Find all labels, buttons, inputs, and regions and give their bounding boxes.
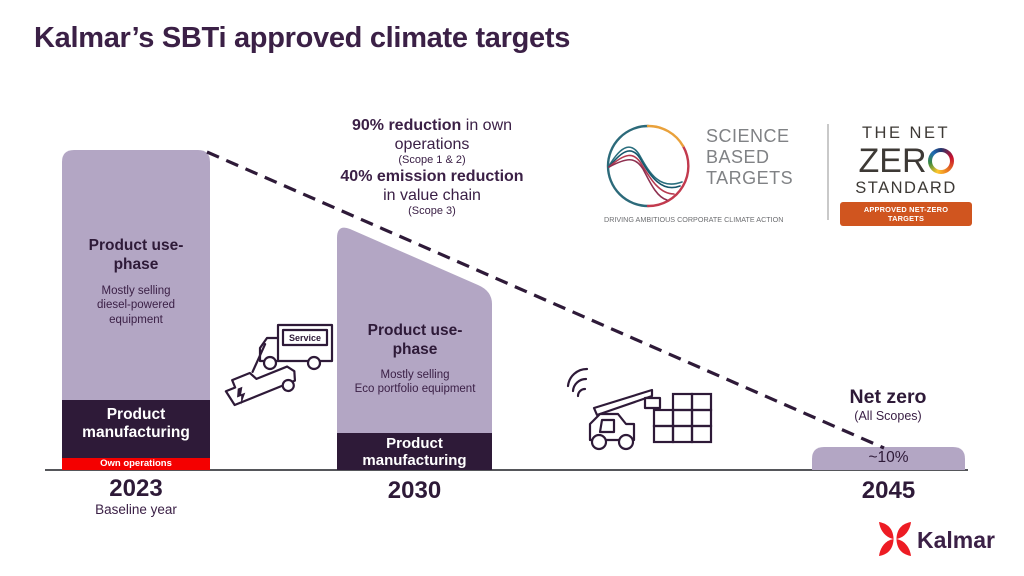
bar-2030-use-phase-title: Product use-phase — [367, 322, 463, 358]
subtitle-line: Mostly selling — [101, 285, 171, 297]
sbt-tagline: DRIVING AMBITIOUS CORPORATE CLIMATE ACTI… — [604, 215, 784, 224]
science-based-targets-logo-icon — [606, 124, 690, 208]
logo-divider — [827, 124, 829, 220]
baseline-year-label: Baseline year — [95, 502, 177, 517]
bar-2030-use-phase — [337, 227, 492, 433]
page-title: Kalmar’s SBTi approved climate targets — [34, 22, 571, 54]
zero-o-ring-icon — [927, 148, 954, 174]
sbt-word-targets: TARGETS — [706, 168, 794, 189]
reach-stacker-icon — [566, 367, 662, 451]
all-scopes-label: (All Scopes) — [854, 409, 922, 423]
net-zero-label: Net zero — [849, 386, 927, 408]
bar-2023-use-phase-subtitle: Mostly selling diesel-powered equipment — [81, 284, 191, 327]
sbt-word-science: SCIENCE — [706, 126, 790, 146]
subtitle-line: diesel-powered — [97, 299, 175, 312]
scope3-note: (Scope 3) — [408, 205, 456, 217]
bar-2023-manufacturing-label: Product manufacturing — [82, 406, 190, 441]
target-scope12-rest: in own — [461, 117, 513, 134]
bar-2023-own-operations — [62, 458, 210, 470]
remaining-percent-label: ~10% — [868, 449, 909, 466]
net-zero-standard-logo: THE NET ZER STANDARD APPROVED NET-ZERO T… — [840, 124, 972, 226]
bar-2023-own-operations-label: Own operations — [100, 458, 172, 469]
service-truck-icon: Service — [258, 323, 334, 371]
bar-2045-remaining — [812, 447, 965, 470]
lightning-bolt-icon — [237, 386, 246, 405]
nz-the-net: THE NET — [861, 124, 951, 142]
nz-standard: STANDARD — [855, 179, 957, 197]
nz-zer-text: ZER — [858, 142, 927, 180]
target-scope12-line2: operations — [394, 136, 470, 153]
subtitle-line: equipment — [109, 313, 163, 326]
bar-2030-manufacturing-label: Product manufacturing — [362, 435, 467, 470]
emission-trend-dashed-line — [206, 150, 885, 450]
bar-2030-manufacturing — [337, 433, 492, 470]
kalmar-logo-icon — [879, 522, 911, 556]
subtitle-line: Mostly selling — [380, 369, 450, 381]
approved-net-zero-badge: APPROVED NET-ZERO TARGETS — [840, 202, 972, 226]
sbt-word-based: BASED — [706, 147, 770, 168]
wifi-signal-icon — [576, 387, 587, 398]
scope12-note: (Scope 1 & 2) — [398, 154, 466, 166]
year-label-2030: 2030 — [387, 477, 442, 504]
bar-2023-manufacturing — [62, 400, 210, 458]
reduction-targets-annotation: 90% reduction in own operations (Scope 1… — [297, 116, 567, 218]
subtitle-line: Eco portfolio equipment — [354, 383, 476, 396]
target-scope12-line: 90% reduction in own — [297, 116, 567, 135]
target-scope3-rest: in value chain — [383, 187, 481, 204]
year-label-2045: 2045 — [861, 477, 916, 504]
bar-2030-use-phase-subtitle: Mostly selling Eco portfolio equipment — [345, 368, 485, 397]
kalmar-wordmark: Kalmar — [917, 527, 995, 553]
year-label-2023: 2023 — [109, 475, 163, 502]
container-stack-icon — [652, 392, 713, 444]
target-scope3-bold: 40% emission reduction — [340, 168, 524, 185]
target-scope12-bold: 90% reduction — [351, 117, 462, 134]
service-truck-label: Service — [289, 333, 321, 343]
science-based-targets-wordmark: SCIENCE BASED TARGETS — [706, 126, 793, 189]
bar-2023-use-phase-title: Product use-phase — [88, 237, 184, 273]
electric-machine-icon — [224, 343, 297, 407]
bar-2023-use-phase — [62, 150, 210, 402]
nz-zero: ZER — [840, 143, 972, 179]
